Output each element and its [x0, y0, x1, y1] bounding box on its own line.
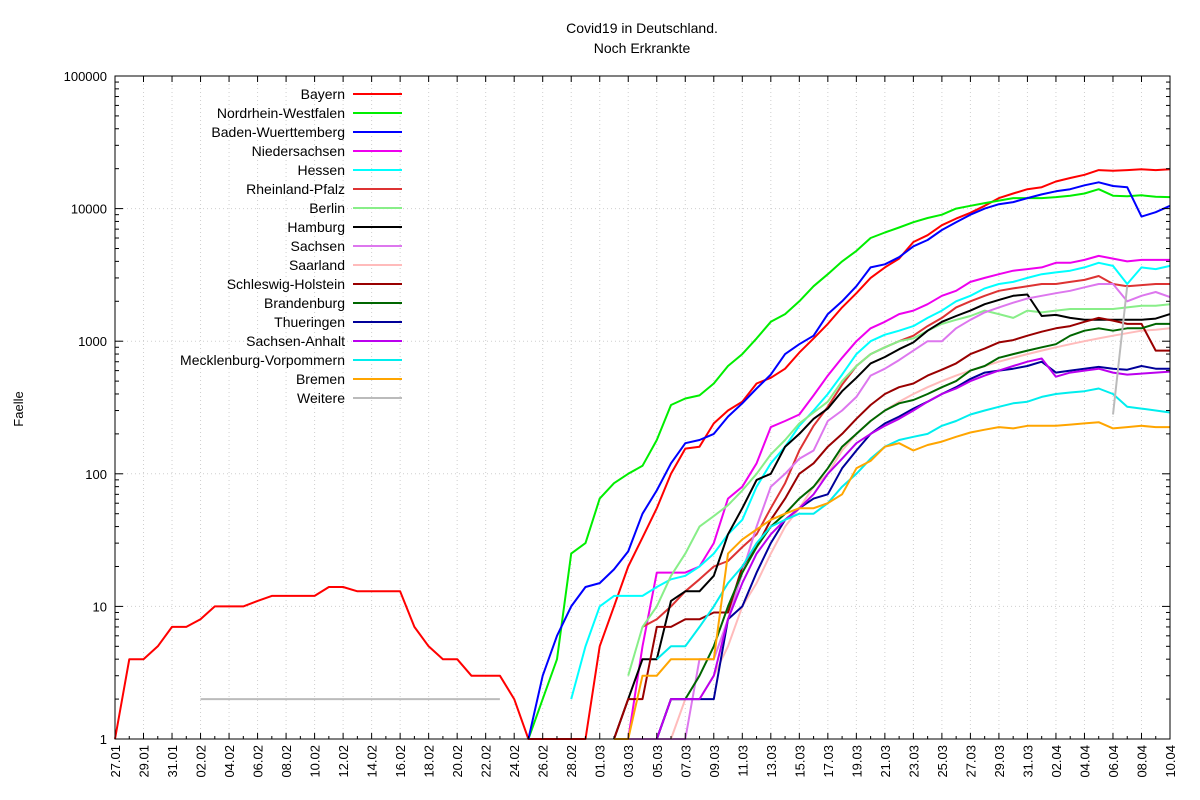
x-tick-label: 25.03: [935, 745, 950, 778]
x-tick-label: 11.03: [735, 745, 750, 777]
legend-label-thueringen: Thueringen: [274, 314, 345, 330]
x-tick-label: 08.04: [1134, 745, 1149, 778]
series-line-mecklenburg-vorpommern: [656, 387, 1171, 660]
y-axis-label: Faelle: [11, 391, 26, 426]
x-tick-label: 26.02: [536, 745, 551, 778]
legend-label-sachsen-anhalt: Sachsen-Anhalt: [246, 333, 345, 349]
x-tick-label: 06.04: [1106, 745, 1121, 778]
legend-label-hamburg: Hamburg: [287, 219, 345, 235]
series-group: [114, 168, 1171, 740]
x-tick-label: 07.03: [678, 745, 693, 778]
plot-frame: [114, 75, 1171, 740]
x-tick-label: 06.02: [251, 745, 266, 778]
x-tick-label: 31.01: [165, 745, 180, 778]
series-line-rheinland-pfalz: [642, 275, 1170, 628]
series-line-sachsen-anhalt: [655, 357, 1171, 740]
x-tick-label: 17.03: [821, 745, 836, 778]
x-tick-label: 10.02: [308, 745, 323, 778]
series-line-bayern: [114, 168, 1171, 740]
y-tick-label: 1: [100, 732, 107, 747]
chart-subtitle: Noch Erkrankte: [594, 40, 691, 56]
x-tick-label: 09.03: [707, 745, 722, 778]
x-tick-label: 29.03: [992, 745, 1007, 778]
x-tick-label: 04.04: [1077, 745, 1092, 778]
series-line-hessen: [570, 261, 1171, 700]
series-line-hamburg: [613, 293, 1171, 740]
x-tick-label: 21.03: [878, 745, 893, 778]
legend-label-bayern: Bayern: [301, 86, 345, 102]
y-tick-label: 100: [85, 467, 107, 482]
legend-label-bremen: Bremen: [296, 371, 345, 387]
legend-label-saarland: Saarland: [289, 257, 345, 273]
legend-label-brandenburg: Brandenburg: [264, 295, 345, 311]
x-tick-label: 12.02: [336, 745, 351, 778]
x-tick-label: 29.01: [137, 745, 152, 778]
series-line-saarland: [670, 327, 1171, 740]
x-tick-label: 28.02: [564, 745, 579, 778]
x-tick-label: 19.03: [849, 745, 864, 778]
legend-label-hessen: Hessen: [298, 162, 345, 178]
legend-label-schleswig-holstein: Schleswig-Holstein: [227, 276, 345, 292]
x-tick-label: 22.02: [479, 745, 494, 778]
series-line-berlin: [627, 303, 1171, 676]
y-tick-label: 10: [93, 599, 107, 614]
legend: Bayern Nordrhein-Westfalen Baden-Wuerttemb…: [180, 86, 402, 406]
series-line-brandenburg: [655, 322, 1170, 740]
x-tick-label: 08.02: [279, 745, 294, 778]
x-tick-label: 27.03: [963, 745, 978, 778]
legend-label-baden-wuerttemberg: Baden-Wuerttemberg: [211, 124, 345, 140]
x-tick-label: 04.02: [222, 745, 237, 778]
legend-label-niedersachsen: Niedersachsen: [252, 143, 345, 159]
legend-label-nordrhein-westfalen: Nordrhein-Westfalen: [217, 105, 345, 121]
x-tick-label: 31.03: [1020, 745, 1035, 778]
series-line-niedersachsen: [614, 254, 1170, 740]
grid: [115, 76, 1170, 739]
series-line-baden-wuerttemberg: [527, 181, 1171, 740]
legend-label-berlin: Berlin: [309, 200, 345, 216]
x-tick-label: 27.01: [108, 745, 123, 778]
x-tick-label: 15.03: [792, 745, 807, 778]
x-tick-label: 10.04: [1163, 745, 1178, 778]
x-tick-label: 02.04: [1049, 745, 1064, 778]
x-tick-label: 03.03: [621, 745, 636, 778]
x-tick-label: 23.03: [906, 745, 921, 778]
legend-label-rheinland-pfalz: Rheinland-Pfalz: [246, 181, 345, 197]
series-line-bremen: [614, 421, 1170, 740]
legend-label-sachsen: Sachsen: [291, 238, 345, 254]
x-tick-label: 14.02: [365, 745, 380, 778]
y-tick-label: 1000: [78, 334, 107, 349]
x-tick-label: 20.02: [450, 745, 465, 778]
x-tick-label: 05.03: [650, 745, 665, 778]
chart-title: Covid19 in Deutschland.: [566, 20, 718, 36]
series-line-weitere-extra: [1112, 286, 1129, 415]
x-tick-label: 18.02: [422, 745, 437, 778]
series-line-thueringen: [655, 360, 1170, 740]
legend-label-weitere: Weitere: [297, 390, 345, 406]
x-tick-label: 01.03: [593, 745, 608, 778]
series-line-nordrhein-westfalen: [527, 188, 1171, 740]
x-tick-label: 13.03: [764, 745, 779, 778]
x-tick-label: 24.02: [507, 745, 522, 778]
legend-label-mecklenburg-vorpommern: Mecklenburg-Vorpommern: [180, 352, 345, 368]
x-tick-label: 02.02: [194, 745, 209, 778]
y-tick-label: 100000: [64, 69, 107, 84]
axes: 27.01 29.01 31.01 02.02 04.02 06.02 08.02 10.02…: [64, 69, 1178, 778]
x-tick-label: 16.02: [393, 745, 408, 778]
y-tick-label: 10000: [71, 202, 107, 217]
series-line-sachsen: [628, 283, 1171, 740]
